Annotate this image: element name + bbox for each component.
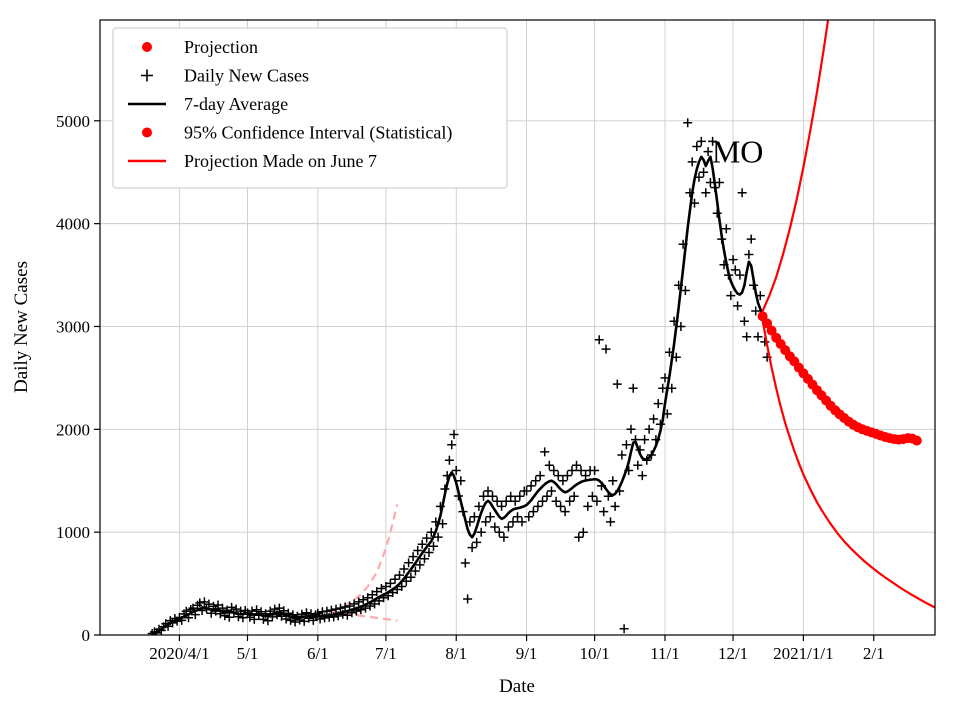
y-tick-label: 5000 — [56, 112, 90, 131]
legend-item-label: 7-day Average — [184, 94, 288, 114]
projection-dot — [766, 325, 777, 336]
y-tick-label: 4000 — [56, 215, 90, 234]
legend-item-label: Daily New Cases — [184, 66, 309, 86]
seven-day-average-line — [151, 155, 764, 635]
red-dot-icon — [142, 127, 152, 138]
x-tick-label: 2/1 — [863, 644, 885, 663]
x-tick-label: 10/1 — [580, 644, 610, 663]
confidence-interval-line — [761, 320, 935, 609]
x-tick-label: 2021/1/1 — [773, 644, 833, 663]
legend-item-label: Projection — [184, 37, 258, 57]
data-series — [147, 20, 935, 635]
legend-box — [112, 27, 508, 189]
x-tick-label: 2020/4/1 — [149, 644, 209, 663]
legend-item: Projection Made on June 7 — [128, 151, 377, 171]
red-dot-icon — [142, 42, 152, 52]
legend-item: Projection — [142, 37, 258, 57]
y-tick-label: 2000 — [56, 420, 90, 439]
x-tick-label: 7/1 — [375, 644, 397, 663]
x-tick-label: 11/1 — [650, 644, 680, 663]
legend-item-label: Projection Made on June 7 — [184, 151, 377, 171]
projection-dot — [911, 435, 922, 446]
legend: Projection Daily New Cases 7-day Average 95… — [112, 27, 508, 189]
projection-dot — [757, 311, 768, 322]
legend-item-label: 95% Confidence Interval (Statistical) — [184, 123, 452, 144]
x-tick-label: 9/1 — [516, 644, 538, 663]
june7-projection-line — [331, 610, 398, 622]
x-tick-label: 8/1 — [445, 644, 467, 663]
legend-item: Daily New Cases — [141, 66, 309, 86]
state-annotation: MO — [712, 134, 764, 170]
projection-dot — [762, 318, 773, 329]
legend-item: 95% Confidence Interval (Statistical) — [142, 123, 452, 144]
plot-border — [99, 19, 936, 636]
x-axis-label: Date — [499, 676, 535, 697]
legend-item: 7-day Average — [128, 94, 288, 114]
x-tick-label: 5/1 — [237, 644, 259, 663]
projection-dots — [757, 311, 922, 446]
y-tick-label: 0 — [82, 626, 91, 645]
state-label: MO — [712, 134, 764, 170]
axis-ticks: 2020/4/1 5/1 6/1 7/1 8/1 9/1 10/1 11/1 12/1 2021/… — [56, 112, 885, 663]
x-tick-label: 6/1 — [307, 644, 329, 663]
daily-cases-plus-markers — [147, 118, 772, 635]
plus-marker-icon — [141, 69, 153, 82]
y-tick-label: 3000 — [56, 317, 90, 336]
confidence-interval-line — [761, 20, 830, 312]
y-tick-label: 1000 — [56, 523, 90, 542]
x-tick-label: 12/1 — [718, 644, 748, 663]
y-axis-label: Daily New Cases — [11, 261, 32, 393]
